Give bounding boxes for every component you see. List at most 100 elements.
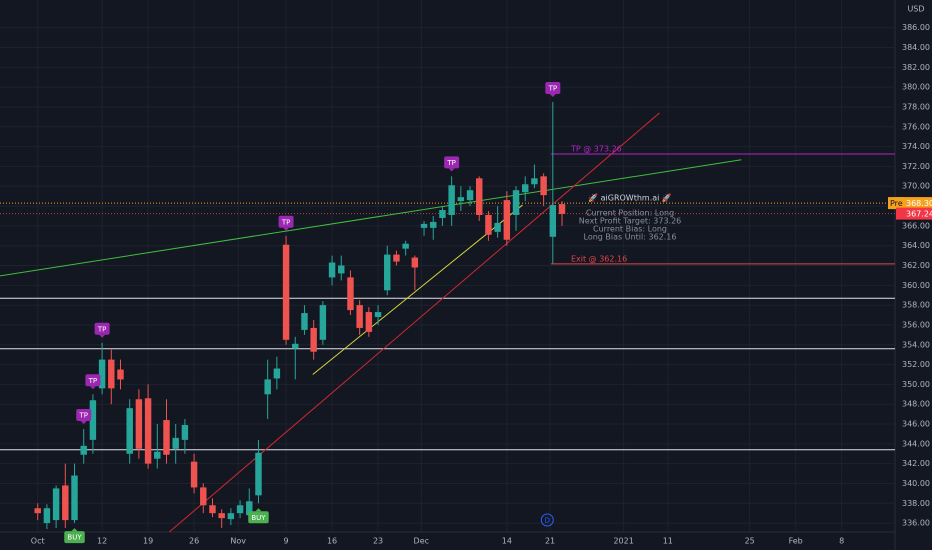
signal-pointer — [448, 168, 455, 172]
y-tick-label: 342.00 — [902, 459, 930, 468]
y-tick-label: 350.00 — [902, 380, 930, 389]
x-tick-label: Oct — [31, 537, 45, 546]
info-title: 🚀 aiGROWthm.ai 🚀 — [588, 193, 672, 203]
candle-body — [402, 243, 409, 249]
signal-pointer — [255, 508, 262, 512]
y-tick-label: 364.00 — [902, 241, 930, 250]
candle-body — [209, 505, 216, 514]
event-icon — [540, 513, 554, 527]
signal-marker — [248, 511, 269, 524]
price-tag-prefix — [888, 197, 904, 210]
price-tag-value: 368.30 — [906, 199, 932, 208]
candle-body — [255, 452, 262, 496]
signal-marker — [278, 215, 294, 228]
x-tick-label: 2021 — [613, 537, 633, 546]
signal-label: TP — [446, 159, 456, 167]
candle-body — [531, 178, 538, 185]
signal-marker — [76, 408, 92, 421]
y-tick-label: 352.00 — [902, 360, 930, 369]
x-tick-label: 11 — [663, 537, 673, 546]
candle-body — [558, 204, 566, 214]
candle-body — [117, 369, 124, 380]
candle-body — [338, 265, 345, 274]
x-tick-label: 12 — [97, 537, 107, 546]
candle-body — [227, 513, 235, 520]
signal-marker — [85, 374, 101, 387]
x-tick-label: 8 — [839, 537, 844, 546]
x-tick-label: 25 — [745, 537, 755, 546]
signal-pointer — [283, 227, 290, 231]
candle-body — [356, 305, 363, 328]
y-tick-label: 354.00 — [902, 340, 930, 349]
candle-body — [466, 190, 474, 201]
candle-body — [154, 451, 161, 459]
signal-pointer — [89, 386, 96, 390]
price-tag-value: 367.24 — [906, 210, 932, 219]
candle-body — [522, 184, 529, 193]
signal-label: BUY — [67, 534, 82, 542]
candle-body — [503, 200, 511, 240]
signal-label: TP — [281, 218, 291, 226]
x-tick-label: 16 — [327, 537, 337, 546]
signal-pointer — [549, 94, 556, 98]
info-line: Current Position: Long — [586, 209, 674, 218]
y-tick-label: 338.00 — [902, 499, 930, 508]
y-tick-label: 358.00 — [902, 301, 930, 310]
candle-body — [540, 176, 547, 196]
y-tick-label: 378.00 — [902, 102, 930, 111]
signal-marker — [444, 156, 460, 169]
x-tick-label: Dec — [414, 537, 429, 546]
candle-body — [236, 505, 244, 514]
candle-body — [365, 312, 373, 332]
x-tick-label: 9 — [284, 537, 289, 546]
y-tick-label: 348.00 — [902, 400, 930, 409]
candle-body — [301, 313, 308, 330]
signal-pointer — [99, 334, 106, 338]
candle-body — [319, 305, 327, 340]
x-tick-label: 23 — [373, 537, 383, 546]
candle-body — [476, 178, 483, 215]
y-tick-label: 384.00 — [902, 43, 930, 52]
candle-body — [411, 257, 419, 268]
signal-label: BUY — [251, 514, 266, 522]
y-tick-label: 360.00 — [902, 281, 930, 290]
price-tag — [896, 207, 932, 220]
trendline — [0, 159, 742, 277]
x-tick-label: Feb — [789, 537, 803, 546]
candle-body — [163, 420, 170, 455]
candle-body — [448, 185, 455, 215]
candle-body — [485, 214, 492, 235]
signal-label: TP — [548, 85, 558, 93]
y-tick-label: 336.00 — [902, 519, 930, 528]
candle-body — [98, 359, 106, 389]
candle-body — [34, 508, 41, 514]
y-tick-label: 374.00 — [902, 142, 930, 151]
candle-body — [347, 277, 354, 311]
y-tick-label: 356.00 — [902, 320, 930, 329]
signal-marker — [64, 531, 85, 544]
candle-body — [43, 508, 51, 524]
candle-body — [80, 445, 87, 455]
price-tag — [896, 197, 932, 210]
candle-body — [190, 461, 198, 488]
candle-body — [71, 475, 78, 521]
candle-body — [549, 205, 557, 237]
level-label: TP @ 373.26 — [570, 144, 622, 153]
info-line: Current Bias: Long — [593, 225, 667, 234]
candle-body — [328, 262, 336, 278]
trendline — [168, 112, 660, 533]
signal-label: TP — [88, 377, 98, 385]
y-tick-label: 372.00 — [902, 162, 930, 171]
signal-marker — [545, 82, 561, 95]
y-tick-label: 366.00 — [902, 221, 930, 230]
x-tick-label: 21 — [545, 537, 555, 546]
y-tick-label: 346.00 — [902, 420, 930, 429]
y-tick-label: 386.00 — [902, 23, 930, 32]
candle-body — [172, 437, 179, 449]
candle-body — [62, 485, 69, 521]
candle-body — [135, 399, 143, 449]
candle-body — [457, 197, 465, 202]
candle-body — [273, 368, 281, 379]
